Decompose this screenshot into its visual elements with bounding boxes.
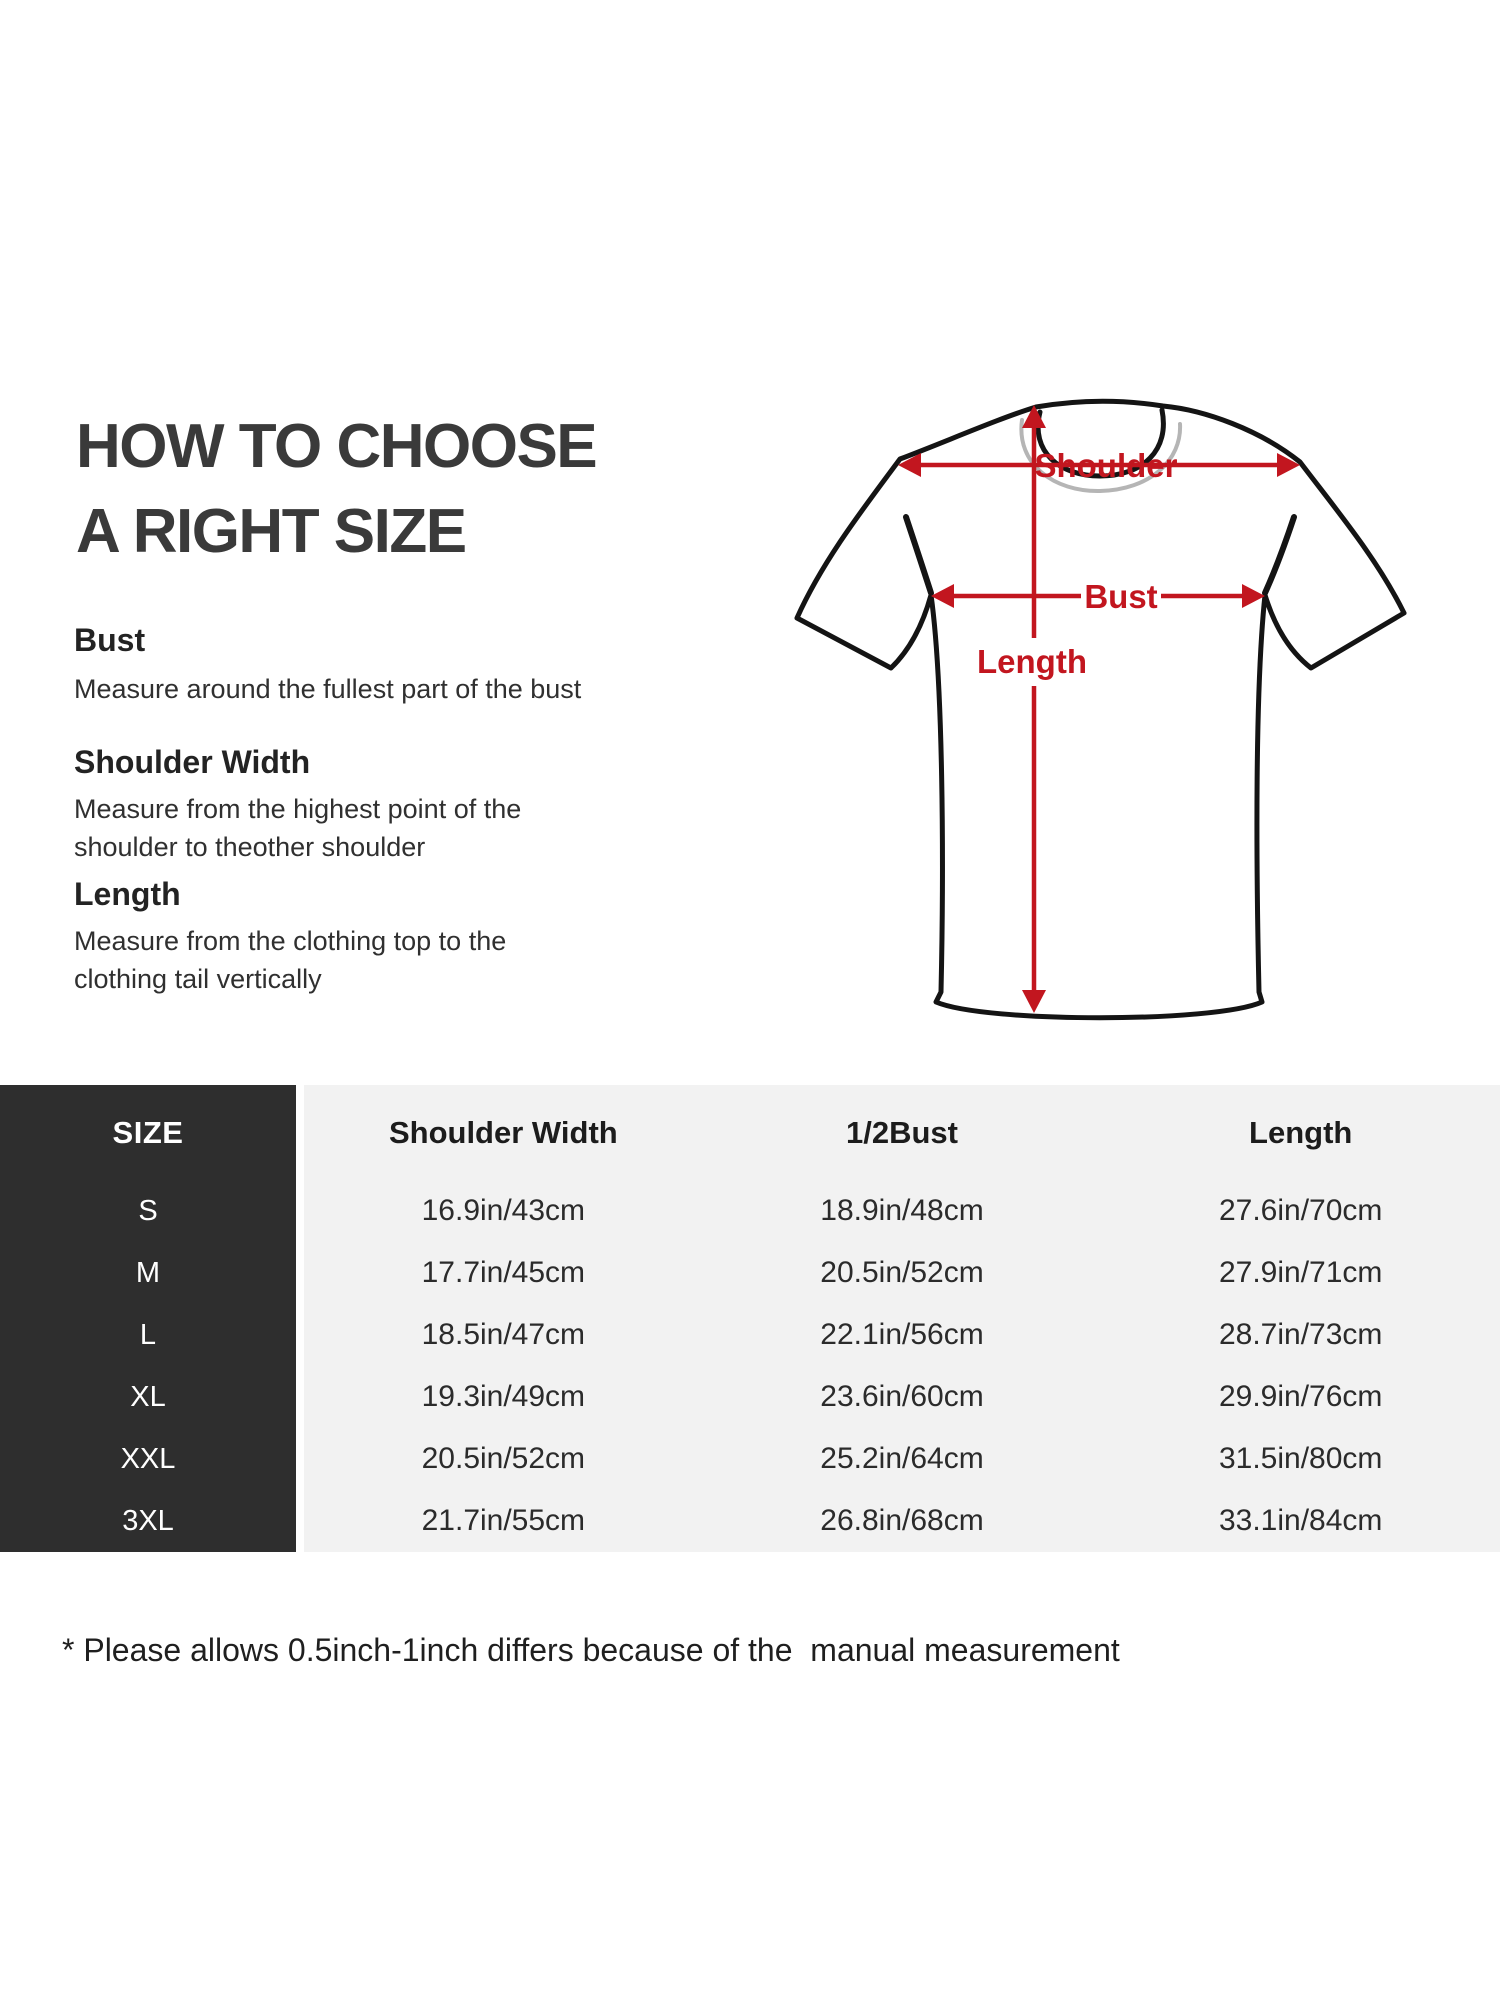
table-column-gap [296,1490,304,1552]
length-value: 27.6in/70cm [1101,1180,1500,1242]
size-table: SIZE Shoulder Width 1/2Bust Length S 16.… [0,1085,1500,1552]
table-row-s: S 16.9in/43cm 18.9in/48cm 27.6in/70cm [0,1180,1500,1242]
length-value: 33.1in/84cm [1101,1490,1500,1552]
table-column-gap [296,1180,304,1242]
table-column-gap [296,1242,304,1304]
length-value: 28.7in/73cm [1101,1304,1500,1366]
guide-desc-shoulder-width: Measure from the highest point of the sh… [74,794,522,862]
shoulder-width-value: 21.7in/55cm [304,1490,703,1552]
measurement-footnote: * Please allows 0.5inch-1inch differs be… [62,1632,1120,1668]
table-row-m: M 17.7in/45cm 20.5in/52cm 27.9in/71cm [0,1242,1500,1304]
size-label: 3XL [0,1490,296,1552]
armhole-seam-right [1262,514,1297,596]
table-column-gap [296,1366,304,1428]
table-row-l: L 18.5in/47cm 22.1in/56cm 28.7in/73cm [0,1304,1500,1366]
size-label: S [0,1180,296,1242]
shoulder-arrow-label: Shoulder [1034,447,1177,484]
half-bust-value: 18.9in/48cm [702,1180,1102,1242]
shoulder-width-value: 20.5in/52cm [304,1428,703,1490]
half-bust-value: 20.5in/52cm [702,1242,1102,1304]
header-cell-half-bust: 1/2Bust [702,1085,1102,1180]
bust-arrowhead-right [1242,584,1265,608]
shoulder-arrowhead-right [1277,453,1300,477]
length-value: 31.5in/80cm [1101,1428,1500,1490]
collar-shadow [1019,418,1183,494]
shoulder-width-value: 18.5in/47cm [304,1304,703,1366]
length-arrowhead-top [1022,405,1046,428]
size-label: L [0,1304,296,1366]
guide-term-bust: Bust [74,622,146,658]
page-title: HOW TO CHOOSE A RIGHT SIZE [76,412,598,566]
header-cell-length: Length [1101,1085,1500,1180]
size-table-header-row: SIZE Shoulder Width 1/2Bust Length [0,1085,1500,1180]
armhole-seam-left [903,514,934,596]
header-cell-shoulder-width: Shoulder Width [304,1085,703,1180]
tshirt-outline [794,398,1407,1021]
length-arrowhead-bottom [1022,990,1046,1013]
size-label: XL [0,1366,296,1428]
bust-arrow-label: Bust [1084,578,1157,615]
guide-term-length: Length [74,876,181,912]
shoulder-width-value: 17.7in/45cm [304,1242,703,1304]
table-row-3xl: 3XL 21.7in/55cm 26.8in/68cm 33.1in/84cm [0,1490,1500,1552]
half-bust-value: 22.1in/56cm [702,1304,1102,1366]
header-cell-size: SIZE [0,1085,296,1180]
table-row-xxl: XXL 20.5in/52cm 25.2in/64cm 31.5in/80cm [0,1428,1500,1490]
half-bust-value: 26.8in/68cm [702,1490,1102,1552]
guide-term-shoulder-width: Shoulder Width [74,744,311,780]
length-arrow-label: Length [977,643,1087,680]
bust-arrowhead-left [931,584,954,608]
tshirt-measurement-diagram: Shoulder Bust Length [794,398,1407,1021]
table-column-gap [296,1085,304,1180]
table-row-xl: XL 19.3in/49cm 23.6in/60cm 29.9in/76cm [0,1366,1500,1428]
length-value: 27.9in/71cm [1101,1242,1500,1304]
half-bust-value: 25.2in/64cm [702,1428,1102,1490]
table-column-gap [296,1428,304,1490]
guide-desc-bust: Measure around the fullest part of the b… [74,674,582,704]
shoulder-arrowhead-left [898,453,921,477]
shoulder-width-value: 16.9in/43cm [304,1180,703,1242]
collar-band [1035,407,1166,479]
half-bust-value: 23.6in/60cm [702,1366,1102,1428]
table-column-gap [296,1304,304,1366]
guide-desc-length: Measure from the clothing top to the clo… [74,926,507,994]
shoulder-width-value: 19.3in/49cm [304,1366,703,1428]
length-value: 29.9in/76cm [1101,1366,1500,1428]
size-label: M [0,1242,296,1304]
size-label: XXL [0,1428,296,1490]
